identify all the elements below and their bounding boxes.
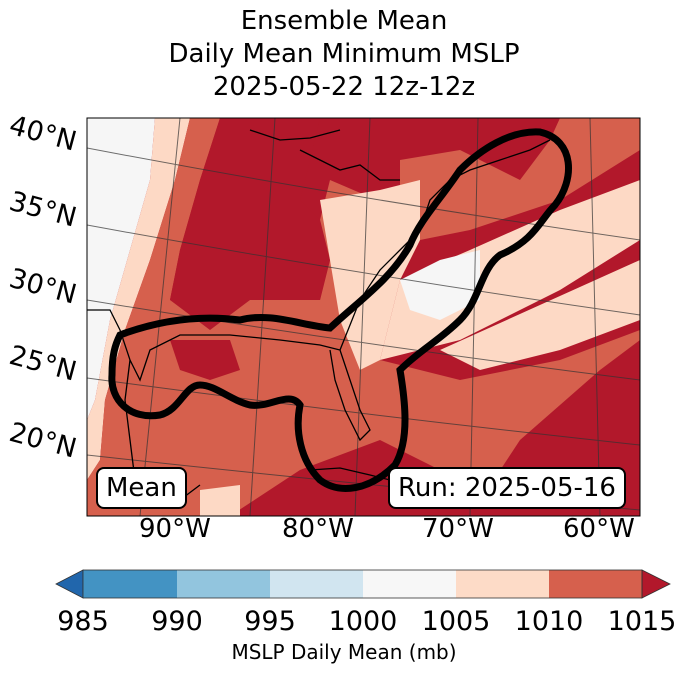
- colorbar-bin-985-990: [83, 570, 177, 598]
- lon-label-80w: 80°W: [282, 514, 354, 544]
- field-1005-1010-east: [320, 180, 420, 370]
- colorbar-tick-995: 995: [244, 606, 296, 637]
- lon-label-60w: 60°W: [563, 514, 635, 544]
- title-line-2: Daily Mean Minimum MSLP: [168, 39, 520, 69]
- title-line-3: 2025-05-22 12z-12z: [212, 72, 476, 102]
- field-over-1015-gulf: [170, 340, 240, 380]
- colorbar-tick-1010: 1010: [514, 606, 584, 637]
- east-coast: [339, 139, 551, 351]
- colorbar-tick-1000: 1000: [328, 606, 398, 637]
- threshold-contour: [108, 128, 572, 492]
- title-line-1: Ensemble Mean: [240, 6, 448, 36]
- colorbar-bin-1000-1005: [363, 570, 456, 598]
- colorbar-bin-1010-1015: [549, 570, 642, 598]
- colorbar-bin-1005-1010: [456, 570, 549, 598]
- meridian-50w: [589, 118, 601, 516]
- colorbar-bin-995-1000: [270, 570, 363, 598]
- colorbar-bin-990-995: [177, 570, 270, 598]
- colorbar-tick-1005: 1005: [421, 606, 491, 637]
- meridian-70w: [354, 118, 371, 516]
- colorbar-extend-high: [641, 569, 671, 599]
- great-lakes-1: [299, 149, 400, 181]
- pressure-field: [87, 118, 640, 516]
- field-1005-1010-yucatan: [200, 485, 240, 516]
- colorbar: [55, 569, 671, 599]
- colorbar-frame: [82, 569, 643, 599]
- field-1005-1010-west: [87, 118, 190, 480]
- colorbar-extend-low: [55, 569, 84, 599]
- parallel-40n: [87, 147, 640, 241]
- parallel-35n: [87, 224, 640, 316]
- lon-label-70w: 70°W: [422, 514, 494, 544]
- colorbar-tick-990: 990: [151, 606, 203, 637]
- mean-label-box: Mean: [96, 467, 187, 509]
- field-1005-1010-atlantic-2: [440, 260, 640, 370]
- great-lakes-2: [249, 129, 341, 141]
- run-date-box: Run: 2025-05-16: [388, 467, 626, 509]
- lon-label-90w: 90°W: [139, 514, 211, 544]
- meridian-90w: [139, 118, 181, 516]
- colorbar-tick-985: 985: [57, 606, 109, 637]
- field-1000-1005-west: [87, 118, 155, 420]
- colorbar-label: MSLP Daily Mean (mb): [231, 640, 457, 664]
- gulf-coast: [87, 309, 371, 442]
- coastlines: [87, 129, 551, 506]
- colorbar-tick-1015: 1015: [607, 606, 677, 637]
- meridian-60w: [469, 118, 479, 516]
- map-frame: [86, 117, 641, 517]
